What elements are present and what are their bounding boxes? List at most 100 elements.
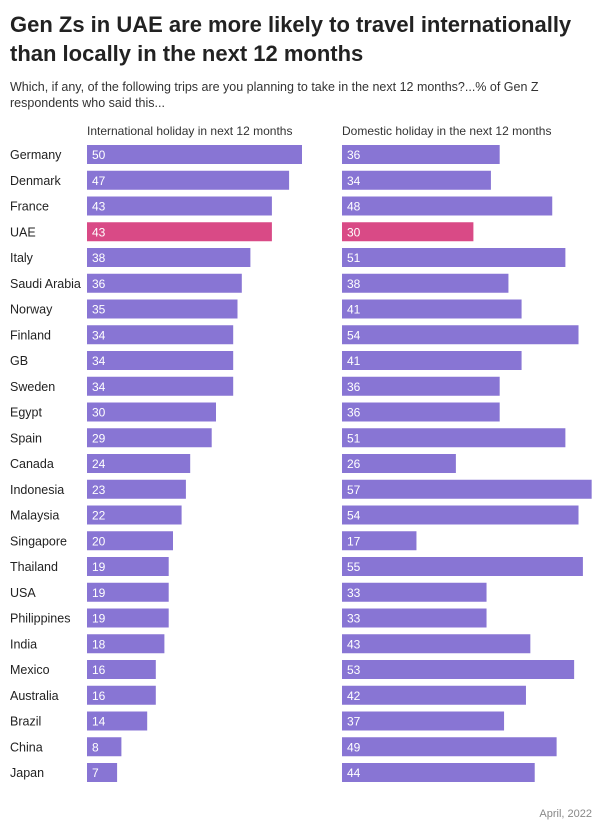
- category-label-indonesia: Indonesia: [10, 483, 64, 497]
- domestic-value-label-egypt: 36: [347, 406, 361, 420]
- international-value-label-france: 43: [92, 200, 106, 214]
- domestic-bar-canada: [342, 454, 456, 473]
- domestic-value-label-uae: 30: [347, 225, 361, 239]
- international-bar-denmark: [87, 170, 290, 190]
- category-label-france: France: [10, 200, 49, 214]
- domestic-value-label-finland: 54: [347, 328, 361, 342]
- international-value-label-australia: 16: [92, 689, 106, 703]
- domestic-value-label-spain: 51: [347, 431, 361, 445]
- category-label-egypt: Egypt: [10, 406, 42, 420]
- domestic-bar-germany: [342, 145, 500, 164]
- domestic-bar-spain: [342, 428, 566, 448]
- category-label-gb: GB: [10, 354, 28, 368]
- category-label-thailand: Thailand: [10, 560, 58, 574]
- domestic-bar-japan: [342, 763, 535, 782]
- domestic-bar-philippines: [342, 608, 487, 628]
- chart-title: Gen Zs in UAE are more likely to travel …: [10, 12, 572, 66]
- international-value-label-spain: 29: [92, 431, 106, 445]
- chart-subtitle: Which, if any, of the following trips ar…: [10, 80, 539, 110]
- international-value-label-germany: 50: [92, 148, 106, 162]
- international-value-label-malaysia: 22: [92, 509, 106, 523]
- international-bar-spain: [87, 428, 212, 448]
- international-value-label-thailand: 19: [92, 560, 106, 574]
- domestic-value-label-philippines: 33: [347, 612, 361, 626]
- category-label-norway: Norway: [10, 303, 53, 317]
- domestic-value-label-malaysia: 54: [347, 509, 361, 523]
- international-value-label-gb: 34: [92, 354, 106, 368]
- international-bar-indonesia: [87, 479, 186, 499]
- international-bar-china: [87, 737, 122, 757]
- category-label-sweden: Sweden: [10, 380, 55, 394]
- bar-chart: Germany 50 36 Denmark 47 34 France 43 48 UAE 43 30 I…: [10, 145, 592, 782]
- international-bar-malaysia: [87, 505, 182, 525]
- international-value-label-brazil: 14: [92, 715, 106, 729]
- category-label-spain: Spain: [10, 431, 42, 445]
- international-value-label-sweden: 34: [92, 380, 106, 394]
- domestic-bar-egypt: [342, 402, 500, 422]
- category-label-finland: Finland: [10, 328, 51, 342]
- international-bar-italy: [87, 248, 251, 267]
- category-label-singapore: Singapore: [10, 534, 67, 548]
- domestic-value-label-thailand: 55: [347, 560, 361, 574]
- category-label-japan: Japan: [10, 766, 44, 780]
- international-value-label-egypt: 30: [92, 406, 106, 420]
- category-label-mexico: Mexico: [10, 663, 50, 677]
- domestic-bar-gb: [342, 351, 522, 370]
- international-bar-japan: [87, 763, 118, 782]
- category-label-philippines: Philippines: [10, 612, 70, 626]
- international-bar-gb: [87, 351, 234, 370]
- domestic-value-label-mexico: 53: [347, 663, 361, 677]
- category-label-china: China: [10, 740, 43, 754]
- international-bar-thailand: [87, 557, 169, 576]
- domestic-bar-sweden: [342, 376, 500, 396]
- international-bar-australia: [87, 685, 156, 705]
- domestic-value-label-japan: 44: [347, 766, 361, 780]
- category-label-brazil: Brazil: [10, 715, 41, 729]
- international-value-label-italy: 38: [92, 251, 106, 265]
- domestic-bar-thailand: [342, 557, 583, 576]
- domestic-bar-uae: [342, 222, 474, 242]
- domestic-value-label-australia: 42: [347, 689, 361, 703]
- domestic-bar-france: [342, 196, 553, 216]
- domestic-value-label-china: 49: [347, 740, 361, 754]
- category-label-denmark: Denmark: [10, 174, 61, 188]
- domestic-value-label-denmark: 34: [347, 174, 361, 188]
- date-footer: April, 2022: [539, 808, 592, 820]
- domestic-value-label-singapore: 17: [347, 534, 361, 548]
- international-value-label-japan: 7: [92, 766, 99, 780]
- domestic-bar-finland: [342, 325, 579, 345]
- international-bar-sweden: [87, 376, 234, 396]
- domestic-value-label-indonesia: 57: [347, 483, 361, 497]
- category-label-india: India: [10, 637, 37, 651]
- international-value-label-finland: 34: [92, 328, 106, 342]
- international-value-label-indonesia: 23: [92, 483, 106, 497]
- international-panel-title: International holiday in next 12 months: [87, 124, 293, 138]
- domestic-bar-denmark: [342, 170, 491, 190]
- international-bar-egypt: [87, 402, 216, 422]
- domestic-bar-norway: [342, 299, 522, 319]
- domestic-bar-china: [342, 737, 557, 757]
- international-bar-singapore: [87, 531, 173, 551]
- category-label-uae: UAE: [10, 225, 36, 239]
- category-label-australia: Australia: [10, 689, 59, 703]
- domestic-value-label-norway: 41: [347, 303, 361, 317]
- international-bar-finland: [87, 325, 234, 345]
- domestic-value-label-saudi-arabia: 38: [347, 277, 361, 291]
- domestic-value-label-gb: 41: [347, 354, 361, 368]
- international-bar-mexico: [87, 660, 156, 679]
- category-label-italy: Italy: [10, 251, 34, 265]
- international-bar-usa: [87, 582, 169, 602]
- category-label-germany: Germany: [10, 148, 62, 162]
- domestic-value-label-germany: 36: [347, 148, 361, 162]
- international-value-label-philippines: 19: [92, 612, 106, 626]
- category-label-malaysia: Malaysia: [10, 509, 59, 523]
- international-value-label-canada: 24: [92, 457, 106, 471]
- domestic-bar-australia: [342, 685, 526, 705]
- domestic-value-label-usa: 33: [347, 586, 361, 600]
- domestic-bar-usa: [342, 582, 487, 602]
- international-value-label-india: 18: [92, 637, 106, 651]
- domestic-bar-mexico: [342, 660, 575, 679]
- international-bar-brazil: [87, 711, 148, 731]
- domestic-bar-saudi-arabia: [342, 273, 509, 293]
- international-bar-canada: [87, 454, 191, 473]
